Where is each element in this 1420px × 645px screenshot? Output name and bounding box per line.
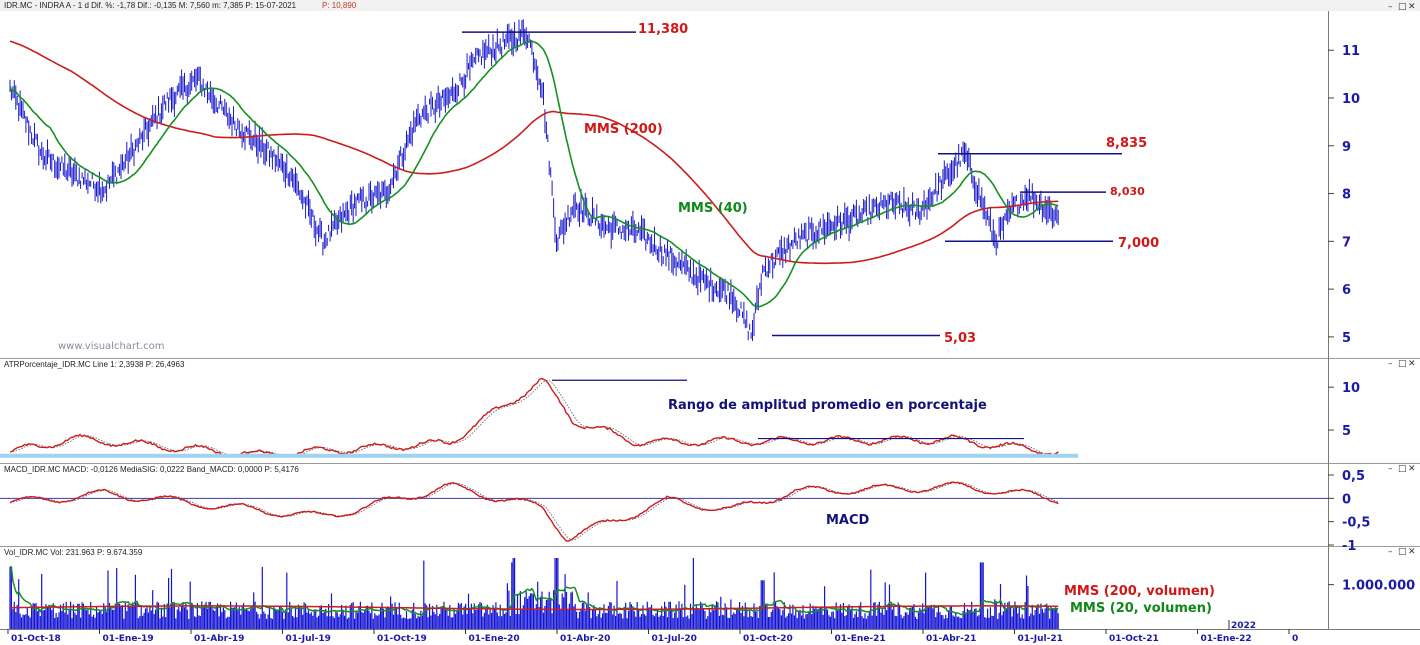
panel-0-restore-control[interactable]: □ bbox=[1398, 2, 1407, 12]
atr-signal-line bbox=[9, 380, 1059, 457]
panel-2-restore-control[interactable]: □ bbox=[1398, 464, 1407, 474]
x-tick-label-6: 01-Abr-20 bbox=[560, 634, 610, 644]
price-panel-last-value: P: 10,890 bbox=[322, 1, 357, 10]
vol-mms200-line bbox=[10, 605, 1059, 611]
price-tick-label-1: 10 bbox=[1342, 92, 1360, 107]
x-tick-label-13: 01-Ene-22 bbox=[1201, 634, 1252, 644]
x-tick-label-11: 01-Jul-21 bbox=[1018, 634, 1063, 644]
mms40-annotation: MMS (40) bbox=[678, 201, 748, 216]
price-tick-label-5: 6 bbox=[1342, 283, 1351, 298]
atr-tick-label-1: 5 bbox=[1342, 424, 1351, 439]
vol-mms200-annotation: MMS (200, volumen) bbox=[1064, 584, 1215, 599]
x-tick-label-14: 0 bbox=[1292, 634, 1298, 644]
x-tick-label-2: 01-Abr-19 bbox=[194, 634, 244, 644]
year-label: 2022 bbox=[1231, 621, 1256, 631]
panel-0-close-control[interactable]: ✕ bbox=[1408, 2, 1416, 12]
atr-panel-header: ATRPorcentaje_IDR.MC Line 1: 2,3938 P: 2… bbox=[4, 360, 185, 369]
atr-line bbox=[9, 377, 1059, 458]
level-label-503: 5,03 bbox=[944, 331, 976, 346]
level-label-11380: 11,380 bbox=[638, 22, 688, 37]
macd-annotation: MACD bbox=[826, 513, 870, 528]
macd-tick-label-3: -1 bbox=[1342, 539, 1356, 554]
x-tick-label-10: 01-Abr-21 bbox=[926, 634, 976, 644]
price-tick-label-2: 9 bbox=[1342, 140, 1351, 155]
panel-1-min-control[interactable]: – bbox=[1388, 359, 1393, 369]
x-tick-label-5: 01-Ene-20 bbox=[469, 634, 520, 644]
panel-2-close-control[interactable]: ✕ bbox=[1408, 464, 1416, 474]
panel-3-min-control[interactable]: – bbox=[1388, 547, 1393, 557]
watermark: www.visualchart.com bbox=[58, 341, 164, 352]
mms200-line bbox=[9, 40, 1059, 265]
macd-tick-label-1: 0 bbox=[1342, 492, 1351, 507]
macd-tick-label-2: -0,5 bbox=[1342, 516, 1370, 531]
level-label-8835: 8,835 bbox=[1106, 136, 1147, 151]
macd-panel-header: MACD_IDR.MC MACD: -0,0126 MediaSIG: 0,02… bbox=[4, 465, 299, 474]
macd-tick-label-0: 0,5 bbox=[1342, 469, 1365, 484]
x-tick-label-4: 01-Oct-19 bbox=[377, 634, 427, 644]
x-tick-label-9: 01-Ene-21 bbox=[835, 634, 886, 644]
atr-annotation: Rango de amplitud promedio en porcentaje bbox=[668, 398, 987, 413]
mms40-line bbox=[9, 40, 1059, 308]
price-tick-label-6: 5 bbox=[1342, 331, 1351, 346]
macd-line bbox=[9, 481, 1059, 542]
x-tick-label-0: 01-Oct-18 bbox=[11, 634, 61, 644]
atr-tick-label-0: 10 bbox=[1342, 381, 1360, 396]
panel-2-min-control[interactable]: – bbox=[1388, 464, 1393, 474]
level-label-8030: 8,030 bbox=[1110, 185, 1145, 198]
x-tick-label-7: 01-Jul-20 bbox=[652, 634, 697, 644]
panel-0-min-control[interactable]: – bbox=[1388, 2, 1393, 12]
volume-bars bbox=[9, 558, 1059, 629]
panel-1-close-control[interactable]: ✕ bbox=[1408, 359, 1416, 369]
price-tick-label-3: 8 bbox=[1342, 188, 1351, 203]
x-tick-label-12: 01-Oct-21 bbox=[1109, 634, 1159, 644]
volume-panel-header: Vol_IDR.MC Vol: 231.963 P: 9.674.359 bbox=[4, 548, 143, 557]
x-tick-label-3: 01-Jul-19 bbox=[286, 634, 331, 644]
x-tick-label-8: 01-Oct-20 bbox=[743, 634, 793, 644]
level-label-7000: 7,000 bbox=[1118, 236, 1159, 251]
vol-mms20-annotation: MMS (20, volumen) bbox=[1070, 601, 1212, 616]
panel-1-restore-control[interactable]: □ bbox=[1398, 359, 1407, 369]
panel-3-close-control[interactable]: ✕ bbox=[1408, 547, 1416, 557]
mms200-annotation: MMS (200) bbox=[584, 122, 663, 137]
panel-3-restore-control[interactable]: □ bbox=[1398, 547, 1407, 557]
price-tick-label-0: 11 bbox=[1342, 44, 1360, 59]
vol-mms20-line bbox=[10, 566, 1059, 616]
price-tick-label-4: 7 bbox=[1342, 235, 1351, 250]
volume-tick-label-0: 1.000.000 bbox=[1342, 579, 1415, 594]
x-tick-label-1: 01-Ene-19 bbox=[103, 634, 154, 644]
price-panel-header: IDR.MC - INDRA A - 1 d Dif. %: -1,78 Dif… bbox=[4, 1, 297, 10]
